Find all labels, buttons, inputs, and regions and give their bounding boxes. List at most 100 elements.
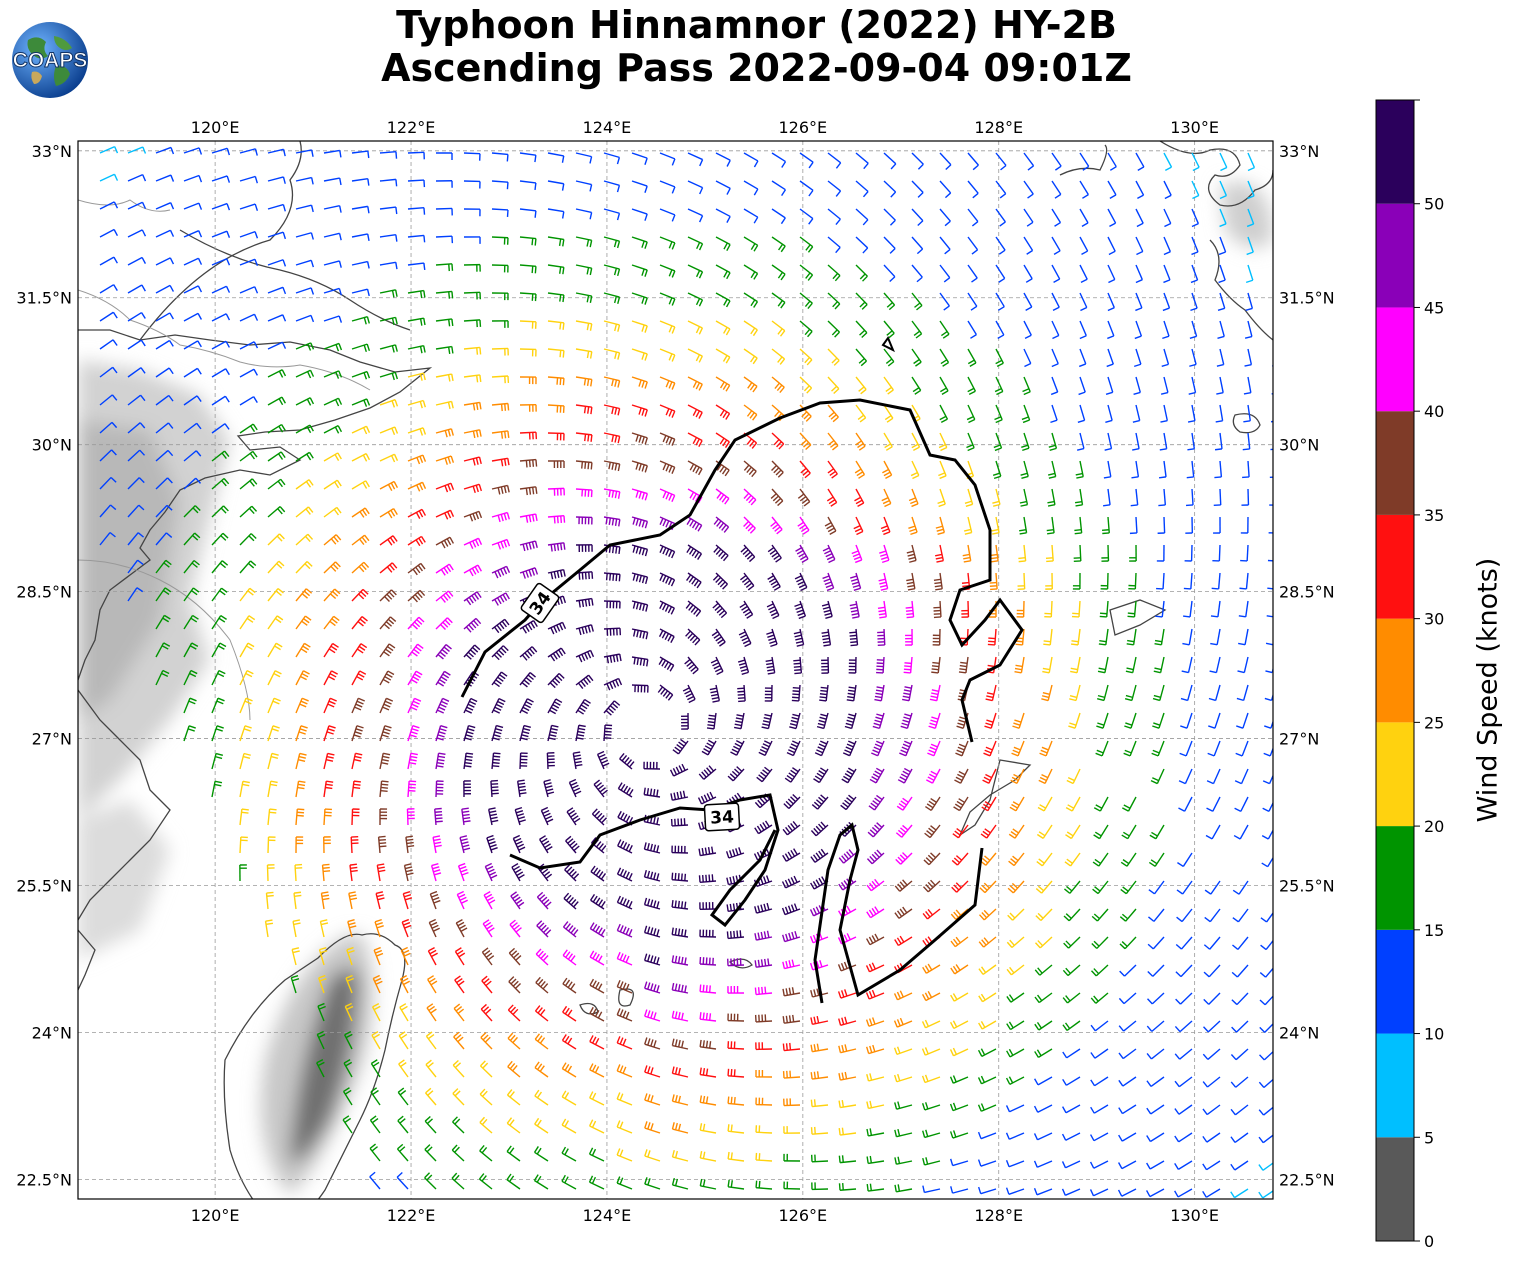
wind-barb [814, 740, 829, 757]
wind-barb [507, 1004, 521, 1022]
wind-barb [316, 1058, 325, 1078]
wind-barb [374, 918, 384, 938]
wind-barb [770, 488, 784, 507]
wind-barb [379, 150, 398, 159]
wind-barb [379, 426, 399, 435]
wind-barb [211, 230, 231, 238]
wind-barb [844, 712, 857, 730]
wind-barb [797, 488, 811, 507]
wind-barb [893, 1073, 913, 1083]
wind-barb [491, 264, 509, 273]
wind-barb [1146, 1104, 1165, 1115]
longitude-labels-bottom: 120°E 122°E 124°E 126°E 128°E 130°E [191, 1206, 1219, 1225]
wind-barb [1103, 488, 1111, 507]
wind-barb [894, 1128, 913, 1138]
wind-barb [435, 536, 455, 549]
wind-barb [575, 597, 594, 608]
wind-barb [1174, 1132, 1193, 1143]
wind-barb [699, 1123, 717, 1134]
wind-barb [1105, 376, 1114, 396]
wind-barb [964, 488, 974, 508]
wind-barb [1180, 712, 1193, 729]
wind-barb [562, 977, 577, 994]
wind-barb [547, 487, 565, 496]
wind-barb [687, 404, 703, 419]
wind-barb [463, 291, 482, 300]
wind-barb [323, 642, 339, 658]
wind-barb [906, 572, 916, 591]
wind-barb [686, 544, 703, 560]
wind-barb [351, 260, 370, 269]
wind-barb [755, 1042, 773, 1051]
wind-barb [783, 1126, 801, 1134]
wind-barb [1011, 740, 1025, 757]
wind-barb [617, 782, 634, 798]
wind-barb [575, 544, 593, 552]
wind-barb [1126, 628, 1137, 646]
wind-barb [1210, 600, 1221, 618]
wind-barb [685, 628, 701, 646]
wind-barb [267, 203, 286, 212]
wind-barb [451, 1172, 465, 1190]
wind-barb [671, 1038, 689, 1050]
wind-barb [1174, 1104, 1193, 1115]
wind-barb [323, 780, 334, 798]
wind-barb [379, 535, 398, 546]
wind-barb [687, 236, 704, 251]
wind-barb [758, 740, 773, 757]
wind-barb [453, 1031, 465, 1050]
wind-barb [727, 1124, 745, 1134]
wind-barb [658, 656, 675, 672]
wind-barb [454, 975, 465, 994]
wind-barb [295, 615, 312, 630]
wind-barb [323, 670, 338, 686]
wind-barb [617, 839, 633, 854]
wind-barb [379, 752, 391, 770]
wind-barb [1076, 432, 1085, 451]
wind-barb [849, 628, 859, 647]
wind-barb [603, 460, 621, 472]
wind-barb [1123, 740, 1137, 757]
wind-barb [715, 376, 731, 392]
wind-barb [616, 980, 633, 994]
wind-barb [267, 478, 286, 490]
wind-barb [425, 1059, 437, 1078]
wind-barb [295, 642, 311, 658]
wind-barb [1101, 544, 1110, 562]
wind-barb [211, 147, 231, 156]
wind-barb [644, 1065, 661, 1078]
wind-barb [743, 376, 758, 393]
wind-barb [855, 292, 868, 310]
colorbar-tick-label: 50 [1424, 195, 1444, 214]
wind-barb [671, 1122, 689, 1134]
wind-barb [533, 1174, 549, 1190]
wind-barb [983, 740, 997, 757]
wind-barb [939, 292, 950, 311]
wind-barb [799, 208, 814, 225]
wind-barb [547, 292, 565, 303]
wind-barb [1016, 600, 1025, 618]
wind-barb [407, 725, 420, 742]
lon-tick-label-bottom: 126°E [779, 1206, 828, 1225]
wind-barb [659, 376, 676, 390]
wind-barb [1203, 964, 1221, 978]
wind-barb [539, 835, 553, 854]
wind-barb [1163, 236, 1172, 256]
wind-barb [183, 505, 201, 518]
wind-barb [902, 684, 913, 702]
wind-barb [239, 836, 248, 854]
wind-barb [671, 900, 689, 910]
wind-barb [949, 1102, 969, 1112]
wind-barb [323, 725, 336, 742]
wind-barb [1202, 1076, 1221, 1088]
wind-barb [993, 432, 1003, 452]
wind-barb [211, 587, 228, 602]
wind-barb [1078, 376, 1086, 396]
wind-barb [794, 600, 807, 620]
wind-barb [603, 572, 621, 582]
wind-barb [1240, 516, 1249, 534]
wind-barb [267, 148, 286, 157]
contour-labels: 34 34 [520, 582, 741, 832]
wind-barb [239, 752, 251, 770]
wind-barb [715, 292, 731, 308]
